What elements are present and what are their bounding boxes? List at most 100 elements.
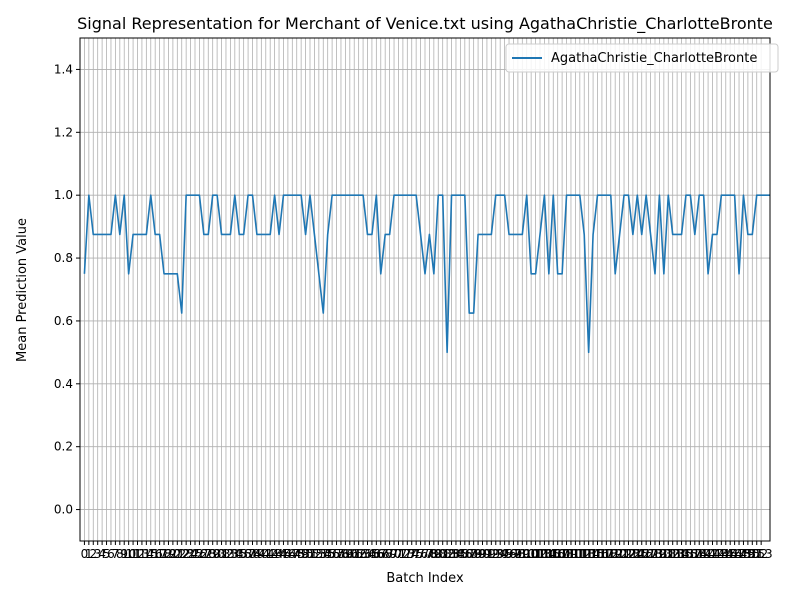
x-tick-label: 78	[422, 547, 437, 561]
x-tick-label: 125	[626, 547, 649, 561]
x-tick-label: 33	[223, 547, 238, 561]
x-tick-label: 119	[599, 547, 622, 561]
x-tick-label: 117	[590, 547, 613, 561]
legend-label: AgathaChristie_CharlotteBronte	[551, 51, 757, 66]
x-tick-label: 130	[648, 547, 671, 561]
x-tick-label: 15	[143, 547, 158, 561]
x-tick-label: 143	[705, 547, 728, 561]
x-tick-label: 72	[395, 547, 410, 561]
x-tick-label: 142	[701, 547, 724, 561]
x-tick-label: 1	[85, 547, 93, 561]
x-tick-label: 49	[294, 547, 309, 561]
x-tick-label: 10	[121, 547, 136, 561]
x-tick-label: 43	[267, 547, 282, 561]
x-tick-label: 107	[546, 547, 569, 561]
x-tick-label: 123	[617, 547, 640, 561]
x-tick-label: 56	[324, 547, 339, 561]
x-tick-label: 91	[479, 547, 494, 561]
x-tick-label: 76	[413, 547, 428, 561]
x-tick-label: 41	[258, 547, 273, 561]
x-tick-label: 151	[741, 547, 764, 561]
x-tick-label: 0	[81, 547, 89, 561]
x-tick-label: 67	[373, 547, 388, 561]
x-tick-label: 137	[679, 547, 702, 561]
x-tick-label: 57	[329, 547, 344, 561]
x-tick-label: 17	[152, 547, 167, 561]
x-tick-label: 13	[134, 547, 149, 561]
x-tick-label: 65	[364, 547, 379, 561]
x-tick-label: 47	[285, 547, 300, 561]
x-tick-label: 63	[355, 547, 370, 561]
x-tick-label: 2	[89, 547, 97, 561]
x-tick-label: 54	[316, 547, 331, 561]
x-tick-label: 27	[196, 547, 211, 561]
x-tick-label: 12	[130, 547, 145, 561]
x-tick-label: 7	[112, 547, 120, 561]
x-tick-label: 42	[263, 547, 278, 561]
series-line	[83, 194, 770, 354]
x-tick-label: 5	[103, 547, 111, 561]
x-tick-label: 55	[320, 547, 335, 561]
x-tick-label: 112	[568, 547, 591, 561]
x-tick-label: 70	[386, 547, 401, 561]
y-axis: 0.0 0.2 0.4 0.6 0.8 1.0 1.2 1.4	[54, 62, 80, 517]
x-tick-label: 97	[506, 547, 521, 561]
x-tick-label: 66	[369, 547, 384, 561]
x-tick-label: 30	[209, 547, 224, 561]
x-tick-label: 152	[745, 547, 768, 561]
x-tick-label: 106	[542, 547, 565, 561]
x-tick-label: 24	[183, 547, 198, 561]
x-tick-label: 4	[98, 547, 106, 561]
x-tick-label: 134	[666, 547, 689, 561]
x-tick-label: 36	[236, 547, 251, 561]
x-tick-label: 14	[139, 547, 154, 561]
x-tick-label: 146	[719, 547, 742, 561]
x-tick-label: 99	[515, 547, 530, 561]
x-tick-label: 28	[201, 547, 216, 561]
x-tick-label: 83	[444, 547, 459, 561]
x-tick-label: 135	[670, 547, 693, 561]
x-tick-label: 148	[728, 547, 751, 561]
x-tick-label: 111	[564, 547, 587, 561]
x-tick-label: 104	[533, 547, 556, 561]
y-tick-label: 0.6	[54, 314, 73, 328]
x-tick-label: 120	[604, 547, 627, 561]
x-tick-label: 53	[311, 547, 326, 561]
legend-frame	[505, 43, 779, 73]
x-tick-label: 77	[417, 547, 432, 561]
x-tick-label: 6	[107, 547, 115, 561]
x-tick-label: 75	[409, 547, 424, 561]
y-tick-label: 1.4	[54, 62, 73, 76]
legend: AgathaChristie_CharlotteBronte	[505, 43, 779, 73]
x-tick-label: 16	[148, 547, 163, 561]
x-tick-label: 139	[688, 547, 711, 561]
x-tick-label: 71	[391, 547, 406, 561]
x-tick-label: 51	[302, 547, 317, 561]
x-tick-label: 150	[736, 547, 759, 561]
x-tick-label: 127	[635, 547, 658, 561]
x-tick-label: 32	[218, 547, 233, 561]
x-tick-label: 110	[560, 547, 583, 561]
x-tick-label: 26	[192, 547, 207, 561]
y-tick-label: 0.4	[54, 377, 73, 391]
x-tick-label: 149	[732, 547, 755, 561]
x-tick-label: 141	[697, 547, 720, 561]
x-tick-label: 103	[529, 547, 552, 561]
x-tick-label: 84	[448, 547, 463, 561]
x-tick-label: 124	[621, 547, 644, 561]
y-axis-label: Mean Prediction Value	[15, 218, 30, 362]
x-tick-label: 23	[179, 547, 194, 561]
x-tick-label: 25	[187, 547, 202, 561]
x-tick-label: 45	[276, 547, 291, 561]
x-tick-label: 86	[457, 547, 472, 561]
x-tick-label: 46	[280, 547, 295, 561]
x-tick-label: 31	[214, 547, 229, 561]
x-tick-label: 87	[462, 547, 477, 561]
x-tick-label: 29	[205, 547, 220, 561]
x-tick-label: 8	[116, 547, 124, 561]
x-tick-label: 138	[683, 547, 706, 561]
x-axis: 0123456789101112131415161718192021222324…	[81, 541, 773, 561]
x-tick-label: 109	[555, 547, 578, 561]
x-tick-label: 132	[657, 547, 680, 561]
